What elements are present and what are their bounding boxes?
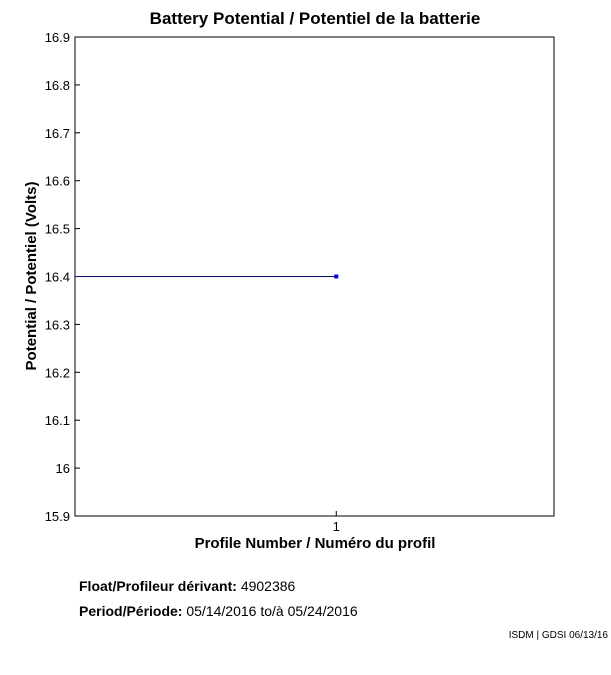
y-tick-label: 16.2 [45, 365, 70, 380]
y-tick-label: 16.5 [45, 222, 70, 237]
y-tick-label: 16.4 [45, 270, 70, 285]
y-tick-label: 16.6 [45, 174, 70, 189]
period-end: 05/24/2016 [287, 603, 358, 619]
y-axis: 15.9 16 16.1 16.2 16.3 16.4 16.5 16.6 16.7 16.8 16… [45, 30, 80, 524]
y-tick-label: 15.9 [45, 509, 70, 524]
period-label: Period/Période: [79, 603, 183, 619]
y-tick-label: 16.8 [45, 78, 70, 93]
float-info: Float/Profileur dérivant: 4902386 [79, 578, 295, 594]
float-label: Float/Profileur dérivant: [79, 578, 237, 594]
y-tick-label: 16 [56, 461, 70, 476]
y-axis-label: Potential / Potentiel (Volts) [23, 182, 40, 371]
chart-title: Battery Potential / Potentiel de la batt… [150, 9, 481, 28]
float-value: 4902386 [240, 578, 296, 594]
period-start: 05/14/2016 [186, 603, 257, 619]
y-tick-label: 16.7 [45, 126, 70, 141]
period-info: Period/Période: 05/14/2016 to/à 05/24/20… [79, 603, 358, 619]
y-tick-label: 16.3 [45, 317, 70, 332]
x-tick-label: 1 [333, 519, 340, 534]
period-separator: to/à [260, 603, 284, 619]
x-axis: 1 [333, 511, 340, 534]
credit-text: ISDM | GDSI 06/13/16 [508, 630, 608, 641]
x-axis-label: Profile Number / Numéro du profil [195, 535, 436, 552]
y-tick-label: 16.9 [45, 30, 70, 45]
data-point [334, 274, 339, 279]
y-tick-label: 16.1 [45, 413, 70, 428]
series-layer [75, 274, 339, 279]
